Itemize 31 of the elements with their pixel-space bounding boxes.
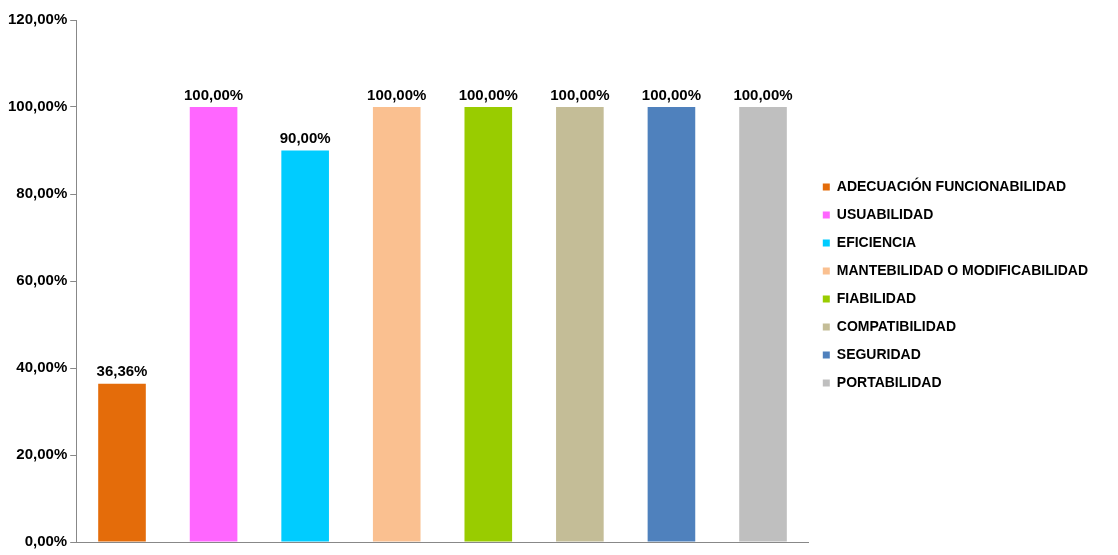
legend-label: SEGURIDAD — [836, 345, 921, 362]
data-label: 100,00% — [458, 85, 518, 103]
y-tick-label: 0,00% — [24, 532, 68, 550]
data-label: 36,36% — [96, 362, 148, 380]
bar — [372, 107, 421, 542]
data-label: 100,00% — [641, 85, 702, 103]
bar — [281, 150, 329, 542]
legend-label: MANTEBILIDAD O MODIFICABILIDAD — [836, 261, 1088, 278]
data-label: 100,00% — [367, 85, 427, 103]
legend-label: COMPATIBILIDAD — [836, 317, 957, 334]
legend-label: EFICIENCIA — [836, 233, 917, 250]
y-tick-label: 40,00% — [16, 358, 68, 376]
legend-label: ADECUACIÓN FUNCIONABILIDAD — [836, 176, 1067, 194]
y-tick-label: 120,00% — [8, 10, 68, 28]
data-label: 100,00% — [183, 85, 244, 103]
data-label: 100,00% — [733, 85, 793, 103]
legend-label: FIABILIDAD — [836, 289, 917, 306]
legend-label: PORTABILIDAD — [836, 373, 942, 390]
bar — [189, 107, 238, 542]
y-tick-label: 60,00% — [16, 271, 68, 289]
y-tick-label: 20,00% — [16, 445, 68, 463]
y-tick-label: 100,00% — [8, 97, 68, 115]
legend-label: USUABILIDAD — [836, 205, 934, 222]
bar — [647, 107, 696, 542]
bar — [464, 107, 513, 542]
bar — [556, 107, 604, 542]
bar — [739, 107, 787, 542]
bar — [98, 383, 146, 542]
data-label: 100,00% — [550, 85, 610, 103]
data-label: 90,00% — [279, 129, 331, 147]
y-tick-label: 80,00% — [16, 184, 68, 202]
